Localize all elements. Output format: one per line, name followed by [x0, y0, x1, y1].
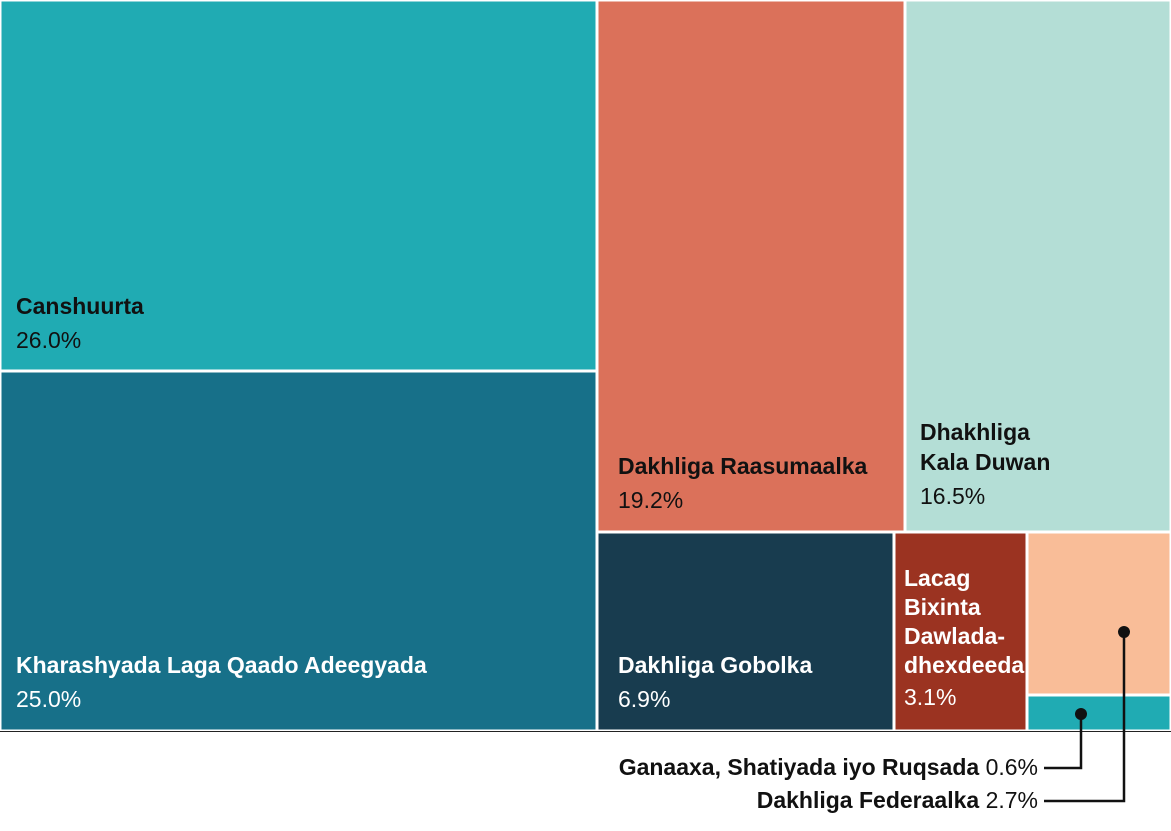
- tile-raasumaalka: Dakhliga Raasumaalka 19.2%: [597, 0, 905, 532]
- tile-value-raasumaalka: 19.2%: [618, 487, 683, 513]
- tile-label-kharashyada: Kharashyada Laga Qaado Adeegyada: [16, 652, 427, 678]
- tile-rect-raasumaalka: [597, 0, 905, 532]
- tile-rect-ganaaxa: [1027, 695, 1171, 731]
- callout-dot-federaalka: [1118, 626, 1130, 638]
- callout-federaalka: Dakhliga Federaalka 2.7%: [757, 626, 1130, 813]
- callout-line-ganaaxa: [1044, 714, 1083, 770]
- tile-rect-kala-duwan: [905, 0, 1171, 532]
- tile-value-gobolka: 6.9%: [618, 686, 670, 712]
- callout-ganaaxa: Ganaaxa, Shatiyada iyo Ruqsada 0.6%: [619, 708, 1087, 780]
- callout-label-federaalka: Dakhliga Federaalka 2.7%: [757, 787, 1038, 813]
- tile-value-canshuurta: 26.0%: [16, 327, 81, 353]
- callout-line-federaalka: [1044, 632, 1126, 803]
- tile-rect-lacag-bixinta: [894, 532, 1027, 731]
- tile-gobolka: Dakhliga Gobolka 6.9%: [597, 532, 894, 731]
- tile-label-lacag-bixinta: Lacag Bixinta Dawlada-dhexdeeda: [904, 565, 1024, 678]
- tile-rect-kharashyada: [0, 371, 597, 731]
- callout-dot-ganaaxa: [1075, 708, 1087, 720]
- tile-rect-gobolka: [597, 532, 894, 731]
- tile-kala-duwan: Dhakhliga Kala Duwan 16.5%: [905, 0, 1171, 532]
- tile-label-kala-duwan: Dhakhliga Kala Duwan: [920, 419, 1050, 475]
- tile-canshuurta: Canshuurta 26.0%: [0, 0, 597, 371]
- tile-kharashyada: Kharashyada Laga Qaado Adeegyada 25.0%: [0, 371, 597, 731]
- tile-federaalka: [1027, 532, 1171, 695]
- tile-rect-federaalka: [1027, 532, 1171, 695]
- tile-value-kala-duwan: 16.5%: [920, 483, 985, 509]
- tile-label-raasumaalka: Dakhliga Raasumaalka: [618, 453, 868, 479]
- tile-value-lacag-bixinta: 3.1%: [904, 684, 956, 710]
- tile-lacag-bixinta: Lacag Bixinta Dawlada-dhexdeeda 3.1%: [894, 532, 1027, 731]
- tile-value-kharashyada: 25.0%: [16, 686, 81, 712]
- tile-label-gobolka: Dakhliga Gobolka: [618, 652, 812, 678]
- tile-rect-canshuurta: [0, 0, 597, 371]
- tile-ganaaxa: [1027, 695, 1171, 731]
- tile-label-canshuurta: Canshuurta: [16, 293, 144, 319]
- callout-label-ganaaxa: Ganaaxa, Shatiyada iyo Ruqsada 0.6%: [619, 754, 1038, 780]
